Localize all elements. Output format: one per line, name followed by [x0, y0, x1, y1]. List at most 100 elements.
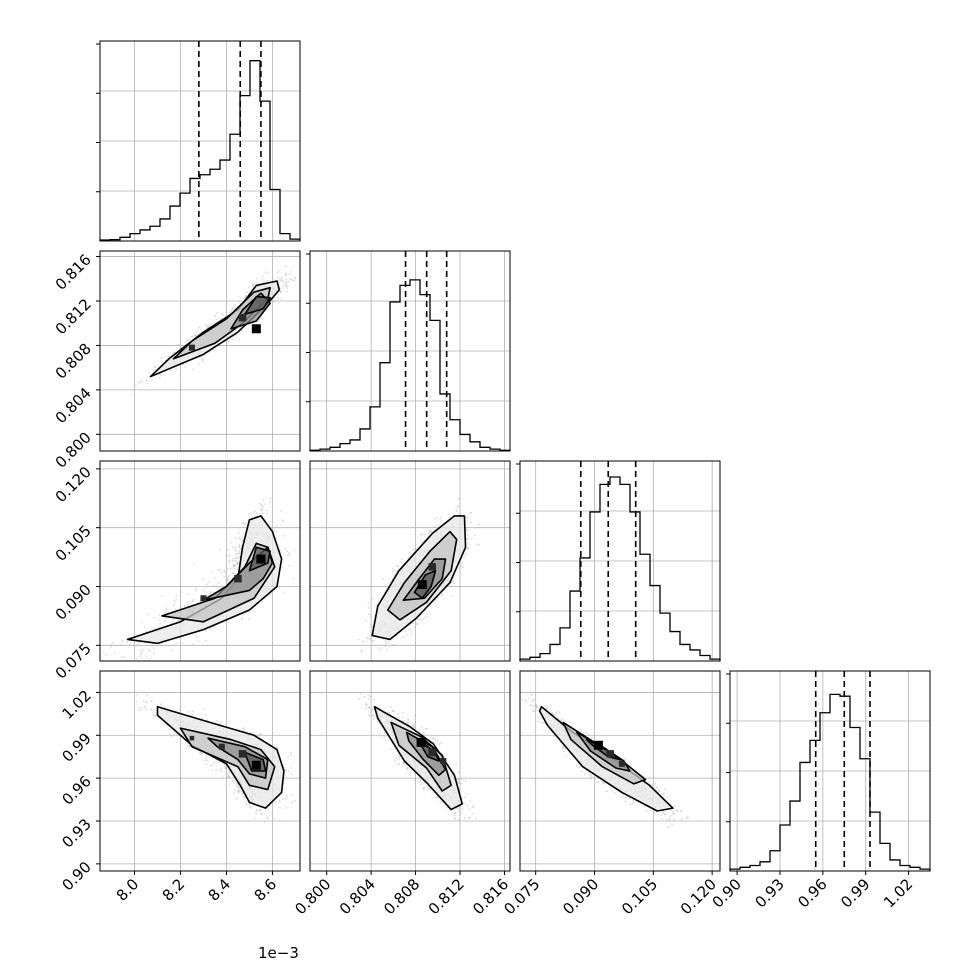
sample-point: [565, 754, 567, 757]
y-tick-label: 0.120: [52, 463, 95, 506]
sample-point: [400, 561, 403, 564]
sample-point: [282, 534, 285, 537]
sample-point: [624, 758, 627, 761]
sample-point: [138, 706, 140, 709]
sample-point: [393, 644, 396, 646]
sample-point: [445, 806, 448, 809]
sample-point: [223, 569, 226, 572]
sample-point: [227, 576, 229, 579]
sample-point: [264, 271, 267, 274]
sample-point: [225, 770, 227, 773]
sample-point: [292, 577, 295, 580]
panel-frame: [519, 670, 721, 872]
sample-point: [251, 732, 254, 734]
sample-point: [456, 778, 459, 781]
sample-point: [367, 637, 369, 640]
sample-point: [408, 551, 411, 554]
sample-point: [658, 789, 660, 792]
sample-point: [413, 626, 415, 629]
sample-point: [279, 819, 281, 822]
sample-point: [591, 737, 593, 739]
sample-point: [228, 775, 230, 778]
pair-panel-3-2: [519, 670, 721, 872]
sample-point: [388, 712, 391, 714]
sample-point: [186, 604, 189, 607]
sample-point: [237, 562, 239, 565]
sample-point: [548, 730, 551, 732]
sample-point: [383, 731, 386, 734]
sample-point: [266, 816, 269, 818]
sample-point: [204, 759, 206, 762]
panel-frame: [99, 40, 301, 242]
sample-point: [279, 806, 282, 809]
sample-point: [261, 275, 264, 277]
sample-point: [371, 715, 373, 717]
sample-point: [426, 615, 429, 618]
sample-point: [386, 649, 388, 652]
sample-point: [146, 656, 149, 659]
sample-point: [263, 821, 266, 823]
sample-point: [293, 277, 296, 280]
sample-point: [474, 534, 477, 537]
sample-point: [186, 746, 188, 749]
sample-point: [282, 279, 284, 282]
sample-point: [455, 508, 458, 511]
sample-point: [151, 713, 154, 716]
sample-point: [149, 657, 152, 660]
x-tick-label: 0.96: [794, 875, 830, 911]
density-peak: [428, 563, 436, 571]
sample-point: [529, 704, 532, 706]
sample-point: [460, 778, 463, 781]
sample-point: [415, 623, 418, 626]
sample-point: [209, 590, 212, 593]
sample-point: [109, 645, 112, 648]
sample-point: [392, 709, 395, 712]
sample-point: [620, 795, 623, 798]
sample-point: [137, 381, 140, 384]
sample-point: [439, 800, 442, 803]
sample-point: [239, 547, 242, 550]
sample-point: [215, 318, 218, 321]
sample-point: [208, 325, 211, 327]
sample-point: [265, 512, 268, 515]
sample-point: [396, 564, 399, 567]
sample-point: [370, 615, 373, 618]
sample-point: [220, 571, 223, 574]
sample-point: [285, 274, 288, 277]
sample-point: [195, 331, 198, 334]
sample-point: [290, 751, 292, 754]
panel-frame: [99, 250, 301, 452]
sample-point: [228, 574, 231, 577]
sample-point: [469, 799, 472, 802]
sample-point: [262, 499, 265, 501]
sample-point: [443, 804, 446, 807]
sample-point: [185, 601, 188, 604]
sample-point: [432, 737, 435, 740]
sample-point: [200, 355, 203, 358]
sample-point: [234, 557, 237, 560]
sample-point: [163, 724, 166, 726]
sample-point: [220, 317, 223, 320]
density-peak: [218, 743, 225, 750]
sample-point: [364, 702, 367, 705]
sample-point: [278, 587, 281, 590]
sample-point: [194, 589, 197, 592]
sample-point: [121, 639, 124, 642]
sample-point: [236, 552, 239, 555]
sample-point: [191, 713, 194, 716]
histogram-step: [309, 279, 511, 451]
sample-point: [202, 360, 204, 363]
sample-point: [288, 273, 291, 276]
sample-point: [208, 581, 211, 584]
sample-point: [437, 596, 440, 599]
sample-point: [281, 566, 284, 569]
sample-point: [227, 568, 229, 570]
sample-point: [125, 641, 128, 643]
sample-point: [420, 725, 423, 728]
sample-point: [402, 636, 405, 639]
sample-point: [292, 549, 295, 551]
sample-point: [261, 278, 264, 281]
sample-point: [663, 787, 666, 790]
sample-point: [596, 781, 599, 784]
sample-point: [363, 695, 366, 698]
